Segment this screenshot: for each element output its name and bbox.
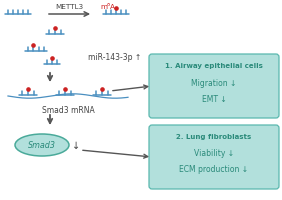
Text: miR-143-3p ↑: miR-143-3p ↑ xyxy=(88,53,141,62)
Text: m⁶A: m⁶A xyxy=(100,4,116,10)
Text: Migration ↓: Migration ↓ xyxy=(191,78,237,88)
Text: ECM production ↓: ECM production ↓ xyxy=(179,166,248,174)
Text: Smad3 mRNA: Smad3 mRNA xyxy=(42,106,94,115)
Text: Smad3: Smad3 xyxy=(28,140,56,150)
Ellipse shape xyxy=(15,134,69,156)
Text: EMT ↓: EMT ↓ xyxy=(202,95,226,104)
FancyBboxPatch shape xyxy=(149,125,279,189)
FancyBboxPatch shape xyxy=(149,54,279,118)
Text: 1. Airway epithelial cells: 1. Airway epithelial cells xyxy=(165,63,263,69)
Text: ↓: ↓ xyxy=(72,141,80,151)
Text: METTL3: METTL3 xyxy=(55,4,83,10)
Text: Viability ↓: Viability ↓ xyxy=(194,150,234,158)
Text: 2. Lung fibroblasts: 2. Lung fibroblasts xyxy=(176,134,252,140)
